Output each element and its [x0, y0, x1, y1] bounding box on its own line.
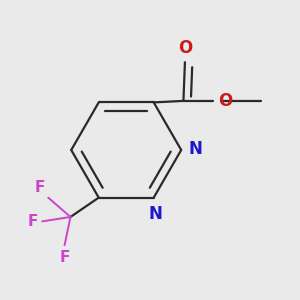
Text: F: F — [27, 214, 38, 229]
Text: F: F — [34, 180, 45, 195]
Text: O: O — [218, 92, 233, 110]
Text: N: N — [148, 205, 162, 223]
Text: O: O — [178, 39, 192, 57]
Text: N: N — [189, 140, 202, 158]
Text: F: F — [59, 250, 70, 265]
